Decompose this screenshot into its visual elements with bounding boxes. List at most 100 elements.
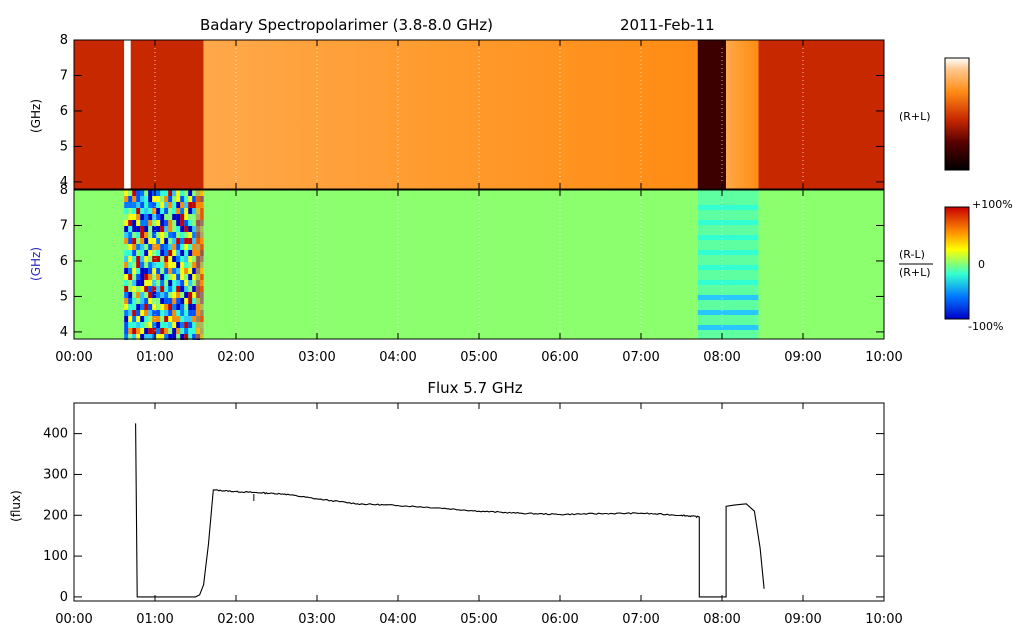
- polarization-noise-cell: [168, 280, 173, 286]
- polarization-noise-cell: [160, 250, 165, 256]
- polarization-noise-cell: [136, 328, 141, 334]
- polarization-noise-cell: [144, 190, 149, 196]
- polarization-noise-cell: [188, 202, 193, 208]
- polarization-noise-cell: [168, 196, 173, 202]
- polarization-noise-cell: [188, 268, 193, 274]
- polarization-noise-cell: [144, 262, 149, 268]
- polarization-noise-cell: [192, 190, 197, 196]
- polarization-noise-cell: [164, 226, 169, 232]
- polarization-noise-cell: [136, 274, 141, 280]
- polarization-noise-cell: [136, 238, 141, 244]
- polarization-noise-cell: [192, 322, 197, 328]
- polarization-noise-cell: [160, 274, 165, 280]
- polarization-noise-cell: [132, 202, 137, 208]
- polarization-noise-cell: [152, 232, 157, 238]
- polarization-noise-cell: [168, 202, 173, 208]
- polarization-noise-cell: [152, 298, 157, 304]
- polarization-noise-cell: [156, 268, 161, 274]
- polarization-noise-cell: [188, 238, 193, 244]
- polarization-noise-cell: [184, 268, 189, 274]
- polarization-noise-cell: [172, 226, 177, 232]
- polarization-noise-cell: [136, 196, 141, 202]
- polarization-noise-cell: [160, 226, 165, 232]
- polarization-noise-cell: [172, 274, 177, 280]
- polarization-noise-cell: [148, 226, 153, 232]
- polarization-noise-cell: [168, 310, 173, 316]
- polarization-noise-cell: [152, 280, 157, 286]
- polarization-noise-cell: [124, 304, 129, 310]
- flux-xtick-label: 00:00: [55, 612, 92, 627]
- polarization-noise-cell: [124, 268, 129, 274]
- polarization-noise-cell: [184, 220, 189, 226]
- polarization-noise-cell: [128, 262, 133, 268]
- polarization-noise-cell: [144, 304, 149, 310]
- polarization-noise-cell: [180, 298, 185, 304]
- polarization-noise-cell: [160, 232, 165, 238]
- polarization-noise-cell: [128, 232, 133, 238]
- polarization-noise-cell: [176, 208, 181, 214]
- polarization-noise-cell: [192, 316, 197, 322]
- polarization-noise-cell: [124, 190, 129, 196]
- polarization-noise-cell: [160, 190, 165, 196]
- polarization-noise-cell: [160, 244, 165, 250]
- polarization-noise-cell: [172, 214, 177, 220]
- polarization-noise-cell: [156, 310, 161, 316]
- polarization-noise-cell: [148, 322, 153, 328]
- polarization-noise-cell: [184, 238, 189, 244]
- polarization-noise-cell: [188, 232, 193, 238]
- polarization-noise-cell: [160, 262, 165, 268]
- spectrogram-xtick-label: 09:00: [784, 350, 821, 365]
- polarization-noise-cell: [156, 196, 161, 202]
- polarization-noise-cell: [164, 256, 169, 262]
- polarization-noise-cell: [180, 310, 185, 316]
- polarization-noise-cell: [156, 256, 161, 262]
- polarization-noise-cell: [144, 310, 149, 316]
- polarization-noise-cell: [144, 292, 149, 298]
- polarization-noise-cell: [152, 214, 157, 220]
- polarization-noise-cell: [188, 208, 193, 214]
- polarization-noise-cell: [188, 244, 193, 250]
- polarization-noise-cell: [128, 328, 133, 334]
- flux-ylabel: (flux): [9, 490, 23, 522]
- polarization-noise-cell: [140, 190, 145, 196]
- polarization-noise-cell: [188, 214, 193, 220]
- polarization-noise-cell: [176, 304, 181, 310]
- polarization-noise-cell: [144, 226, 149, 232]
- polarization-noise-cell: [160, 208, 165, 214]
- polarization-noise-cell: [180, 190, 185, 196]
- polarization-noise-cell: [160, 328, 165, 334]
- polarization-noise-cell: [192, 220, 197, 226]
- polarization-noise-cell: [156, 244, 161, 250]
- polarization-noise-cell: [176, 298, 181, 304]
- polarization-noise-cell: [176, 262, 181, 268]
- polarization-noise-cell: [172, 310, 177, 316]
- polarization-noise-cell: [144, 250, 149, 256]
- polarization-noise-cell: [144, 220, 149, 226]
- polarization-noise-cell: [172, 292, 177, 298]
- flux-ytick-label: 100: [43, 549, 68, 564]
- polarization-noise-cell: [176, 232, 181, 238]
- polarization-noise-cell: [164, 274, 169, 280]
- polarization-noise-cell: [180, 274, 185, 280]
- polarization-noise-cell: [180, 220, 185, 226]
- polarization-noise-cell: [160, 268, 165, 274]
- polarization-noise-cell: [188, 334, 193, 340]
- polarization-noise-cell: [184, 304, 189, 310]
- polarization-noise-cell: [184, 262, 189, 268]
- polarization-noise-cell: [152, 244, 157, 250]
- polarization-noise-cell: [168, 190, 173, 196]
- spectrogram-xtick-label: 08:00: [703, 350, 740, 365]
- polarization-noise-cell: [152, 220, 157, 226]
- polarization-noise-cell: [172, 208, 177, 214]
- polarization-noise-cell: [184, 310, 189, 316]
- polarization-noise-cell: [160, 256, 165, 262]
- polarization-noise-cell: [148, 202, 153, 208]
- top-chart-title: Badary Spectropolarimer (3.8-8.0 GHz): [200, 16, 493, 34]
- intensity-segment-dark-red: [758, 40, 884, 189]
- polarization-noise-cell: [168, 256, 173, 262]
- polarization-noise-cell: [164, 292, 169, 298]
- polarization-noise-cell: [172, 244, 177, 250]
- polarization-noise-cell: [168, 304, 173, 310]
- polarization-noise-cell: [140, 220, 145, 226]
- polarization-noise-cell: [140, 316, 145, 322]
